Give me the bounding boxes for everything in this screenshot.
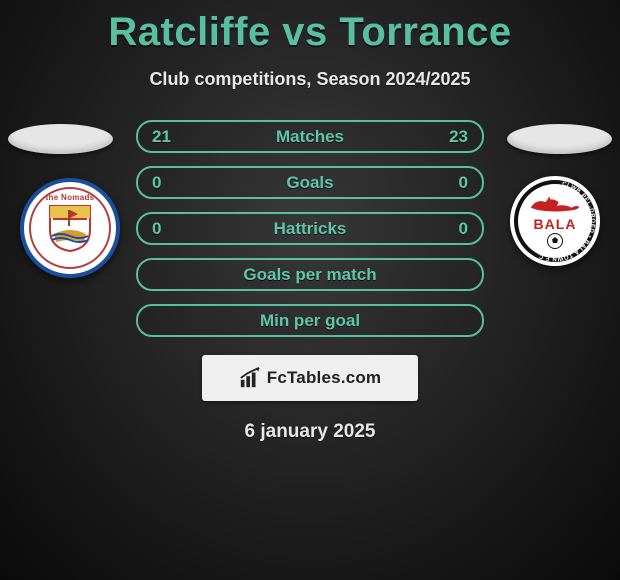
brand-box[interactable]: FcTables.com (202, 355, 418, 401)
stat-right-value: 0 (440, 219, 468, 239)
stat-left-value: 0 (152, 173, 180, 193)
dragon-icon (527, 194, 583, 214)
badge-arc-text: the Nomads (46, 193, 95, 202)
badge-word: BALA (534, 216, 577, 232)
stat-row-goals: 0 Goals 0 (136, 166, 484, 199)
stat-row-goals-per-match: Goals per match (136, 258, 484, 291)
nomads-badge: the Nomads (29, 187, 111, 269)
ship-shield-icon (48, 204, 92, 252)
stat-row-matches: 21 Matches 23 (136, 120, 484, 153)
club-badge-right: CLWB PÊL-DROED • BALA TOWN F.C. BALA (510, 176, 600, 266)
stat-row-min-per-goal: Min per goal (136, 304, 484, 337)
stat-label: Goals (180, 173, 440, 193)
platform-left (8, 124, 113, 154)
stat-right-value: 23 (440, 127, 468, 147)
club-badge-left: the Nomads (20, 178, 120, 278)
stat-left-value: 0 (152, 219, 180, 239)
stat-left-value: 21 (152, 127, 180, 147)
football-icon (547, 233, 563, 249)
subtitle: Club competitions, Season 2024/2025 (0, 69, 620, 90)
stat-label: Hattricks (180, 219, 440, 239)
stat-label: Matches (180, 127, 440, 147)
bala-badge: BALA (518, 184, 592, 258)
bar-chart-icon (239, 367, 261, 389)
stat-right-value: 0 (440, 173, 468, 193)
date-text: 6 january 2025 (0, 421, 620, 443)
stat-row-hattricks: 0 Hattricks 0 (136, 212, 484, 245)
stat-label: Goals per match (243, 265, 376, 285)
brand-text: FcTables.com (267, 368, 382, 388)
platform-right (507, 124, 612, 154)
page-title: Ratcliffe vs Torrance (0, 0, 620, 55)
stat-label: Min per goal (260, 311, 360, 331)
